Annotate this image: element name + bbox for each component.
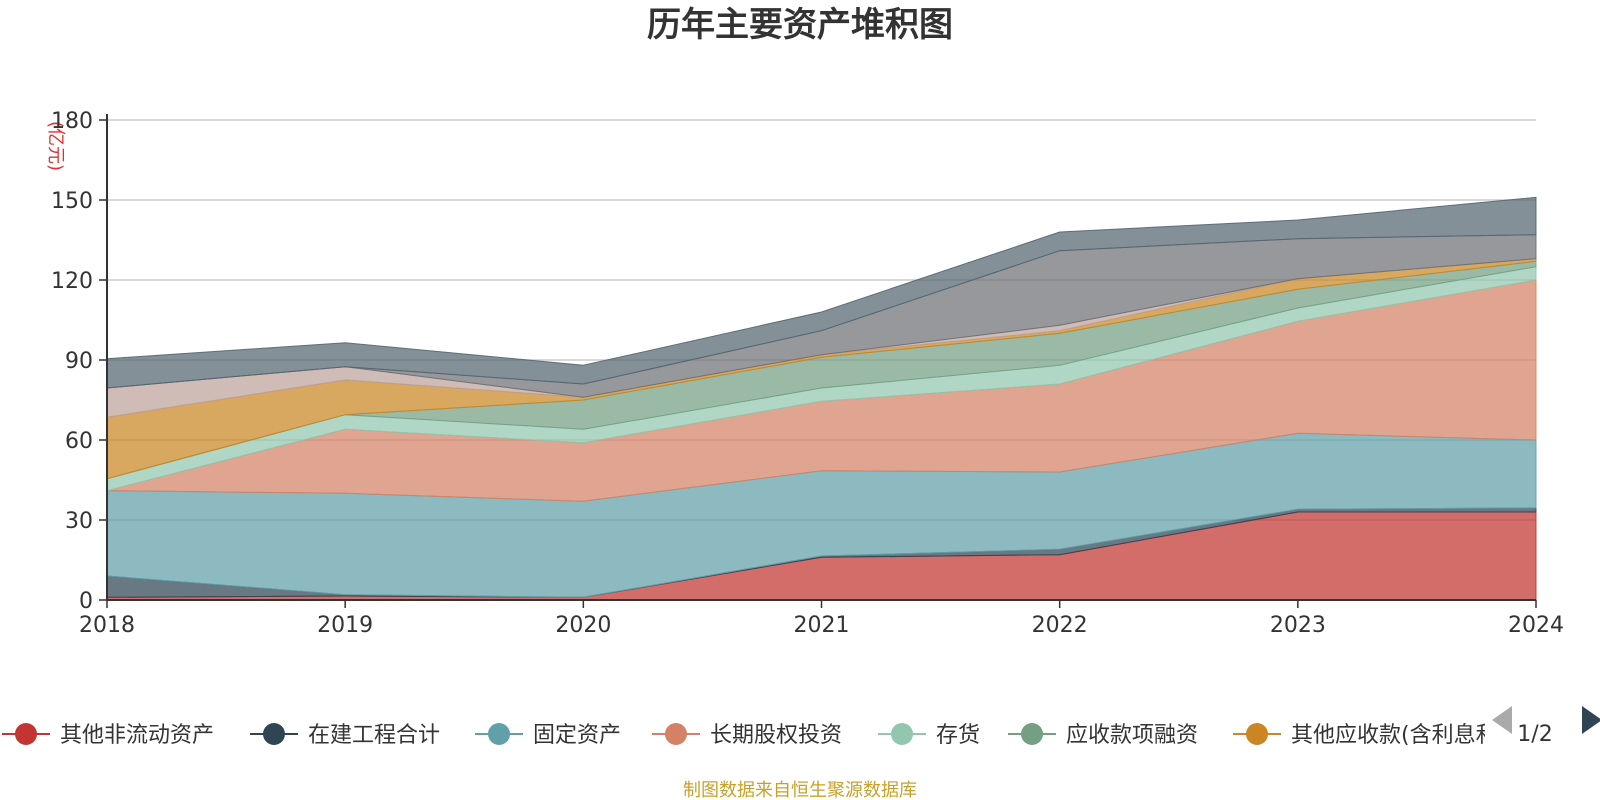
legend-prev-page-icon[interactable] [1492,706,1512,734]
y-tick-label: 180 [51,109,93,134]
data-source-note: 制图数据来自恒生聚源数据库 [683,780,917,800]
legend-marker-icon [263,723,285,745]
y-tick-label: 90 [65,349,93,374]
legend-marker-icon [1021,723,1043,745]
series-areas [106,196,1537,601]
y-tick-label: 120 [51,269,93,294]
legend-marker-icon [488,723,510,745]
y-tick-label: 150 [51,189,93,214]
legend-label: 长期股权投资 [710,723,842,748]
legend: 其他非流动资产 在建工程合计 固定资产 长期股权投资 存货 应收款项融资 其他应收款(含利息… [2,723,1550,748]
legend-item[interactable]: 在建工程合计 [250,723,440,748]
x-tick-label: 2024 [1508,613,1564,638]
x-tick-label: 2021 [794,613,850,638]
y-tick-label: 60 [65,429,93,454]
legend-marker-icon [891,723,913,745]
legend-item[interactable]: 长期股权投资 [652,723,842,748]
chart-title: 历年主要资产堆积图 [647,5,953,45]
legend-marker-icon [15,723,37,745]
legend-label: 其他应收款(含利息和股利) [1291,723,1550,748]
legend-item[interactable]: 应收款项融资 [1008,723,1198,748]
legend-page-indicator: 1/2 [1517,722,1552,747]
x-tick-label: 2019 [317,613,373,638]
y-axis-unit-label: (亿元) [45,121,66,171]
x-tick-label: 2020 [555,613,611,638]
legend-label: 应收款项融资 [1066,723,1198,748]
legend-marker-icon [1246,723,1268,745]
legend-pager: 1/2 [1492,706,1600,747]
legend-label: 固定资产 [533,723,621,748]
x-tick-label: 2023 [1270,613,1326,638]
area-series-10[interactable] [106,196,1537,389]
legend-next-page-icon[interactable] [1582,706,1600,734]
x-tick-label: 2018 [79,613,135,638]
x-axis-ticks: 2018 2019 2020 2021 2022 2023 2024 [79,600,1564,638]
x-tick-label: 2022 [1032,613,1088,638]
y-tick-label: 30 [65,509,93,534]
legend-label: 存货 [936,723,980,748]
legend-item[interactable]: 存货 [878,723,980,748]
y-axis-ticks: 0 30 60 90 120 150 180 [51,109,107,614]
legend-item[interactable]: 其他应收款(含利息和股利) [1233,723,1550,748]
legend-item[interactable]: 其他非流动资产 [2,723,214,748]
legend-label: 其他非流动资产 [60,723,214,748]
y-tick-label: 0 [79,589,93,614]
legend-item[interactable]: 固定资产 [475,723,621,748]
legend-label: 在建工程合计 [308,723,440,748]
legend-marker-icon [665,723,687,745]
